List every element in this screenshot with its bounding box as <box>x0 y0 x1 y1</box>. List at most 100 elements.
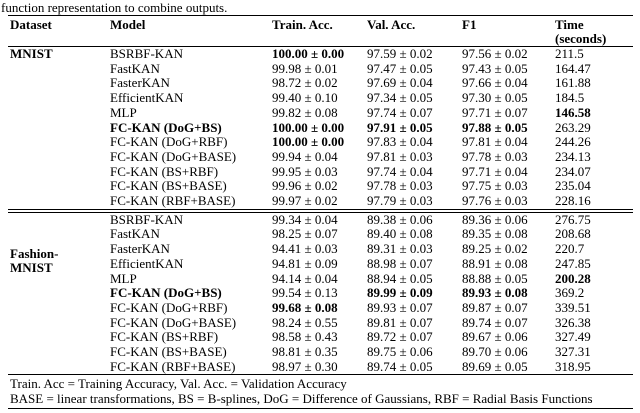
results-table: Dataset Model Train. Acc. Val. Acc. F1 T… <box>8 15 633 376</box>
cell-val: 88.94 ± 0.05 <box>367 270 433 286</box>
table-row: FC-KAN (BS+BASE) 99.96 ± 0.02 97.78 ± 0.03… <box>8 179 633 194</box>
cell-val: 88.98 ± 0.07 <box>367 255 433 271</box>
cell-train: 98.24 ± 0.55 <box>272 314 338 330</box>
cell-val: 89.99 ± 0.09 <box>367 285 433 301</box>
cell-f1: 89.93 ± 0.08 <box>462 285 528 301</box>
cell-model: BSRBF-KAN <box>110 46 183 61</box>
cell-train: 99.96 ± 0.02 <box>272 178 338 194</box>
cell-train: 100.00 ± 0.00 <box>272 46 345 61</box>
col-header-f1: F1 <box>460 15 553 47</box>
cell-time: 228.16 <box>555 193 591 209</box>
cell-val: 97.79 ± 0.03 <box>367 193 433 209</box>
cell-train: 94.14 ± 0.04 <box>272 270 338 286</box>
header-row: Dataset Model Train. Acc. Val. Acc. F1 T… <box>8 15 633 47</box>
cell-f1: 89.67 ± 0.06 <box>462 329 528 345</box>
table-row: FC-KAN (DoG+RBF) 99.68 ± 0.08 89.93 ± 0.07… <box>8 299 633 316</box>
table-body: MNIST BSRBF-KAN 100.00 ± 0.00 97.59 ± 0.02 9… <box>8 46 633 375</box>
cell-train: 99.68 ± 0.08 <box>272 299 338 315</box>
col-header-val-acc: Val. Acc. <box>365 15 460 47</box>
cell-val: 97.34 ± 0.05 <box>367 90 433 106</box>
cell-train: 99.97 ± 0.02 <box>272 193 338 209</box>
table-row: FC-KAN (DoG+BASE) 99.94 ± 0.04 97.81 ± 0.0… <box>8 148 633 165</box>
table-row: FC-KAN (BS+RBF) 99.95 ± 0.03 97.74 ± 0.04 9… <box>8 163 633 180</box>
cell-f1: 97.71 ± 0.04 <box>462 163 528 179</box>
cell-val: 89.93 ± 0.07 <box>367 299 433 315</box>
cell-f1: 97.88 ± 0.05 <box>462 119 528 135</box>
cell-f1: 89.70 ± 0.06 <box>462 344 528 360</box>
cell-model: FC-KAN (RBF+BASE) <box>110 193 236 209</box>
table-row: FastKAN 98.25 ± 0.07 89.40 ± 0.08 89.35 ± 0… <box>8 227 633 242</box>
footnote-accuracy-abbrev: Train. Acc = Training Accuracy, Val. Acc… <box>10 376 347 392</box>
cell-val: 97.83 ± 0.04 <box>367 134 433 150</box>
table-row: FC-KAN (BS+RBF) 98.58 ± 0.43 89.72 ± 0.07 8… <box>8 330 633 345</box>
cell-train: 98.81 ± 0.35 <box>272 344 338 360</box>
cell-train: 99.54 ± 0.13 <box>272 285 338 301</box>
cell-time: 161.88 <box>555 75 591 91</box>
table-row: FasterKAN 94.41 ± 0.03 89.31 ± 0.03 89.25 ±… <box>8 241 633 257</box>
cell-val: 89.74 ± 0.05 <box>367 358 433 374</box>
cell-time: 247.85 <box>555 255 591 271</box>
table-row: MLP 94.14 ± 0.04 88.94 ± 0.05 88.88 ± 0.05 2… <box>8 270 633 287</box>
table-row: FC-KAN (RBF+BASE) 99.97 ± 0.02 97.79 ± 0.0… <box>8 193 633 211</box>
table-row: FC-KAN (DoG+BASE) 98.24 ± 0.55 89.81 ± 0.0… <box>8 314 633 331</box>
col-header-dataset: Dataset <box>8 15 108 47</box>
cell-time: 164.47 <box>555 60 591 76</box>
footnote-method-abbrev: BASE = linear transformations, BS = B-sp… <box>10 391 593 407</box>
cell-f1: 97.75 ± 0.03 <box>462 178 528 194</box>
table-row: MLP 99.82 ± 0.08 97.74 ± 0.07 97.71 ± 0.07 1… <box>8 104 633 121</box>
cell-train: 99.94 ± 0.04 <box>272 148 338 164</box>
cell-time: 244.26 <box>555 134 591 150</box>
cell-train: 99.95 ± 0.03 <box>272 163 338 179</box>
cell-train: 98.25 ± 0.07 <box>272 226 338 242</box>
cell-f1: 97.66 ± 0.04 <box>462 75 528 91</box>
table-row: FastKAN 99.98 ± 0.01 97.47 ± 0.05 97.43 ± 0… <box>8 60 633 77</box>
cell-model: EfficientKAN <box>110 90 184 106</box>
cell-time: 234.13 <box>555 148 591 164</box>
table-row: FasterKAN 98.72 ± 0.02 97.69 ± 0.04 97.66 ±… <box>8 76 633 91</box>
cell-train: 99.40 ± 0.10 <box>272 90 338 106</box>
cell-model: BSRBF-KAN <box>110 211 183 227</box>
col-header-time-line2: (seconds) <box>555 30 607 46</box>
cell-time: 220.7 <box>555 241 585 257</box>
cell-time: 327.31 <box>555 344 591 360</box>
cell-train: 98.72 ± 0.02 <box>272 75 338 91</box>
table-row: EfficientKAN 99.40 ± 0.10 97.34 ± 0.05 97.3… <box>8 90 633 106</box>
dataset-label-line: Fashion- <box>10 245 59 261</box>
table-footnotes: Train. Acc = Training Accuracy, Val. Acc… <box>8 375 633 410</box>
table-row: EfficientKAN 94.81 ± 0.09 88.98 ± 0.07 88.9… <box>8 255 633 272</box>
cell-time: 235.04 <box>555 178 591 194</box>
cell-f1: 89.74 ± 0.07 <box>462 314 528 330</box>
dataset-label: Fashion- MNIST <box>8 213 108 375</box>
table-row: MNIST BSRBF-KAN 100.00 ± 0.00 97.59 ± 0.02 9… <box>8 46 633 62</box>
cell-val: 89.81 ± 0.07 <box>367 314 433 330</box>
cell-train: 100.00 ± 0.00 <box>272 134 345 150</box>
cell-val: 97.78 ± 0.03 <box>367 178 433 194</box>
cell-model: FC-KAN (DoG+BS) <box>110 285 222 301</box>
cell-f1: 97.71 ± 0.07 <box>462 104 528 120</box>
cell-f1: 89.25 ± 0.02 <box>462 241 528 257</box>
cell-time: 327.49 <box>555 329 591 345</box>
cell-model: FastKAN <box>110 60 160 76</box>
cell-time: 208.68 <box>555 226 591 242</box>
cell-val: 97.74 ± 0.07 <box>367 104 433 120</box>
cell-model: FC-KAN (DoG+BS) <box>110 119 222 135</box>
cell-f1: 89.69 ± 0.05 <box>462 358 528 374</box>
dataset-label-line: MNIST <box>10 46 53 61</box>
cell-time: 276.75 <box>555 211 591 227</box>
cell-train: 100.00 ± 0.00 <box>272 119 345 135</box>
cell-val: 89.38 ± 0.06 <box>367 211 433 227</box>
cell-train: 99.82 ± 0.08 <box>272 104 338 120</box>
table-row: FC-KAN (DoG+BS) 99.54 ± 0.13 89.99 ± 0.09 8… <box>8 286 633 301</box>
cell-time: 200.28 <box>555 270 591 286</box>
table-caption-fragment: function representation to combine outpu… <box>1 0 228 15</box>
cell-model: EfficientKAN <box>110 255 184 271</box>
cell-f1: 97.43 ± 0.05 <box>462 60 528 76</box>
cell-time: 184.5 <box>555 90 585 106</box>
cell-time: 211.5 <box>555 46 584 61</box>
cell-model: FC-KAN (RBF+BASE) <box>110 358 236 374</box>
table-row: FC-KAN (RBF+BASE) 98.97 ± 0.30 89.74 ± 0.0… <box>8 358 633 375</box>
cell-val: 97.47 ± 0.05 <box>367 60 433 76</box>
cell-f1: 97.56 ± 0.02 <box>462 46 528 61</box>
cell-model: FC-KAN (BS+BASE) <box>110 178 227 194</box>
cell-train: 94.81 ± 0.09 <box>272 255 338 271</box>
